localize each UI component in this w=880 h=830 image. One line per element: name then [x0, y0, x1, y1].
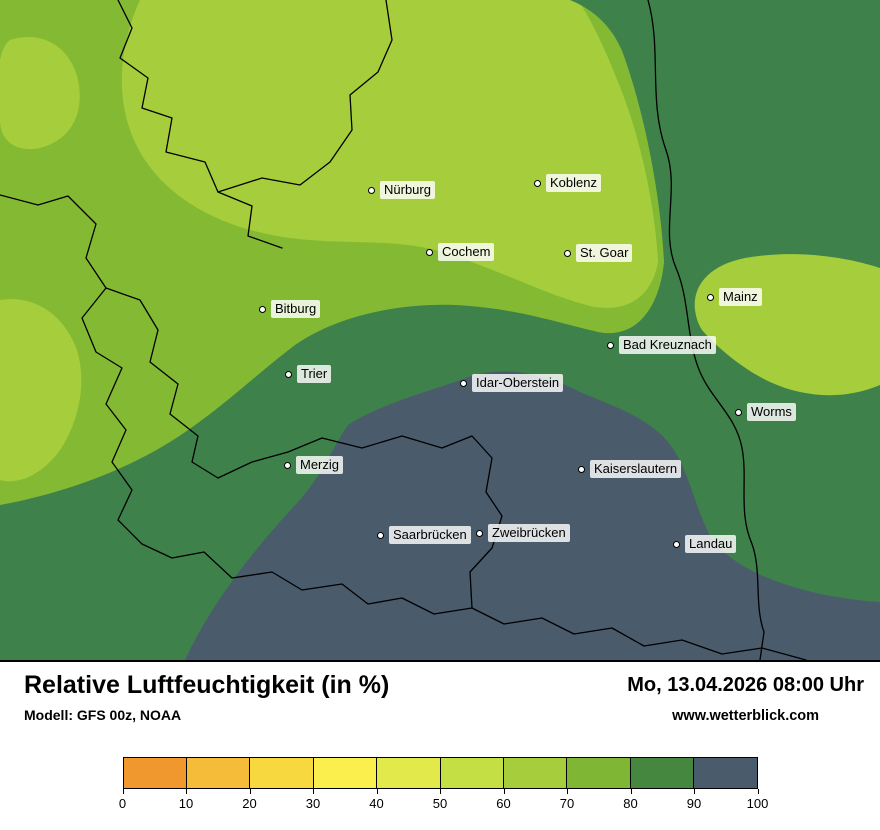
border-line	[117, 0, 283, 249]
legend-tick-mark	[503, 789, 505, 794]
legend-tick-label: 50	[432, 796, 448, 811]
caption-bar: Relative Luftfeuchtigkeit (in %) Modell:…	[0, 660, 880, 748]
legend-segment	[440, 758, 504, 788]
legend-tick-mark	[313, 789, 314, 794]
legend-segment	[313, 758, 378, 788]
region-humidity-60-70-band	[121, 0, 658, 308]
legend-segment	[567, 758, 631, 788]
legend-tick-mark	[122, 789, 124, 794]
legend-tick-mark	[376, 789, 378, 794]
legend-tick-label: 60	[496, 796, 511, 811]
region-humidity-60-70-topleft	[0, 36, 80, 150]
legend-tick-label: 40	[369, 796, 384, 811]
border-line	[217, 0, 393, 193]
caption-right: Mo, 13.04.2026 08:00 Uhr www.wetterblick…	[627, 671, 866, 724]
model-info: Modell: GFS 00z, NOAA	[24, 707, 182, 723]
border-line	[217, 435, 503, 609]
legend-tick-mark	[694, 789, 695, 794]
legend-tick-label: 100	[746, 796, 769, 811]
legend-bar	[122, 757, 758, 789]
region-humidity-90-100	[185, 371, 880, 660]
legend-segment	[503, 758, 568, 788]
border-line	[647, 0, 765, 660]
legend-tick-label: 10	[178, 796, 194, 811]
legend-tick-mark	[757, 789, 759, 794]
legend-tick-mark	[567, 789, 568, 794]
legend-tick-label: 70	[559, 796, 575, 811]
legend-tick-mark	[630, 789, 632, 794]
humidity-map-svg	[0, 0, 880, 660]
page-title: Relative Luftfeuchtigkeit (in %)	[24, 671, 390, 699]
legend-tick-label: 20	[242, 796, 257, 811]
border-line	[105, 287, 219, 479]
map-area: Nürburg Koblenz Cochem St. Goar Bitburg Mainz…	[0, 0, 880, 660]
legend-tick-label: 0	[118, 796, 127, 811]
caption-left: Relative Luftfeuchtigkeit (in %) Modell:…	[24, 671, 389, 723]
legend-segment	[377, 758, 441, 788]
legend-segment	[186, 758, 251, 788]
region-humidity-60-70-west	[0, 299, 82, 482]
legend-segment	[694, 758, 757, 788]
legend-tick-mark	[186, 789, 187, 794]
border-line	[0, 194, 807, 660]
website-credit: www.wetterblick.com	[672, 708, 820, 724]
legend-tick-mark	[249, 789, 251, 794]
legend-tick-label: 30	[305, 796, 321, 811]
legend-segment	[250, 758, 314, 788]
legend-ticks: 0 10 20 30 40 50 60 70 80 90 100	[119, 789, 768, 817]
state-borders	[0, 0, 807, 660]
legend-segment	[123, 758, 187, 788]
legend-segment	[630, 758, 695, 788]
legend-tick-label: 90	[686, 796, 702, 811]
forecast-datetime: Mo, 13.04.2026 08:00 Uhr	[627, 674, 864, 696]
color-scale-legend: 0 10 20 30 40 50 60 70 80 90 100	[119, 748, 768, 817]
legend-tick-mark	[440, 789, 441, 794]
legend-tick-label: 80	[623, 796, 638, 811]
